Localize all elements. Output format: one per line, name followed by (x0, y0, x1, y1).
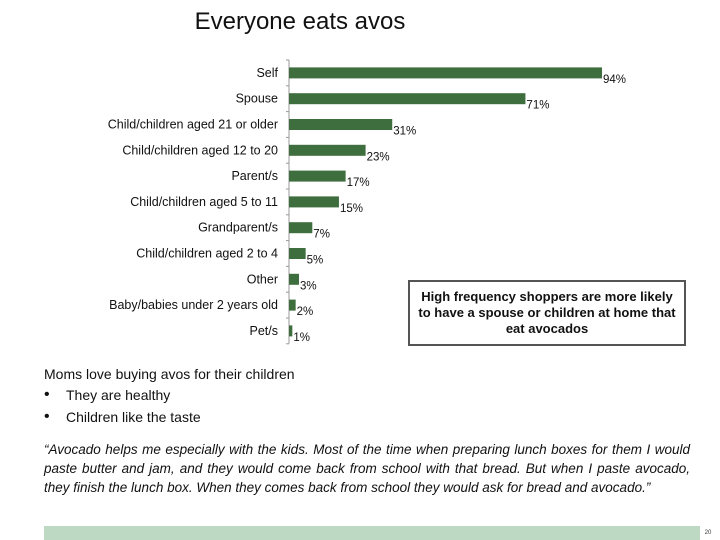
category-label: Grandparent/s (198, 221, 278, 235)
category-label: Baby/babies under 2 years old (109, 298, 278, 312)
data-label: 5% (307, 255, 324, 267)
page-title: Everyone eats avos (194, 8, 406, 35)
notes-bullet: • Children like the taste (44, 408, 692, 426)
data-label: 94% (603, 74, 626, 86)
bar (289, 273, 299, 285)
footer-bar (44, 526, 716, 540)
bar-chart: Self 94% Spouse 71% Child/children aged 21 o… (108, 59, 626, 345)
bullet-text: They are healthy (66, 387, 171, 403)
category-label: Child/children aged 21 or older (108, 118, 278, 132)
category-label: Pet/s (250, 324, 279, 338)
data-label: 15% (340, 203, 363, 215)
notes-bullet: • They are healthy (44, 386, 692, 404)
data-label: 31% (393, 126, 416, 138)
category-label: Child/children aged 2 to 4 (136, 247, 278, 261)
data-label: 2% (297, 306, 314, 318)
bar (289, 119, 393, 130)
category-label: Child/children aged 12 to 20 (122, 143, 278, 157)
bar (289, 222, 313, 234)
bar (289, 325, 293, 337)
callout-box: High frequency shoppers are more likely … (408, 280, 686, 346)
data-label: 7% (313, 229, 330, 241)
category-label: Self (256, 66, 278, 80)
bullet-text: Children like the taste (66, 409, 201, 425)
bar (289, 93, 526, 105)
bullet-icon: • (44, 408, 50, 425)
data-label: 23% (367, 151, 390, 163)
category-label: Spouse (236, 92, 278, 106)
bar (289, 196, 339, 208)
page-number: 20 (700, 526, 716, 540)
bar (289, 170, 346, 182)
quote-text: “Avocado helps me especially with the ki… (44, 442, 690, 496)
category-label: Child/children aged 5 to 11 (130, 195, 278, 209)
data-label: 71% (526, 100, 549, 112)
data-label: 1% (293, 332, 310, 344)
notes-heading: Moms love buying avos for their children (44, 366, 295, 382)
bar (289, 67, 603, 79)
category-label: Other (247, 272, 278, 286)
notes-section: Moms love buying avos for their children… (44, 366, 692, 430)
data-label: 17% (347, 177, 370, 189)
bullet-icon: • (44, 386, 50, 403)
bar (289, 299, 296, 311)
bar (289, 248, 306, 259)
data-label: 3% (300, 280, 317, 292)
bar (289, 144, 366, 156)
category-label: Parent/s (231, 169, 278, 183)
